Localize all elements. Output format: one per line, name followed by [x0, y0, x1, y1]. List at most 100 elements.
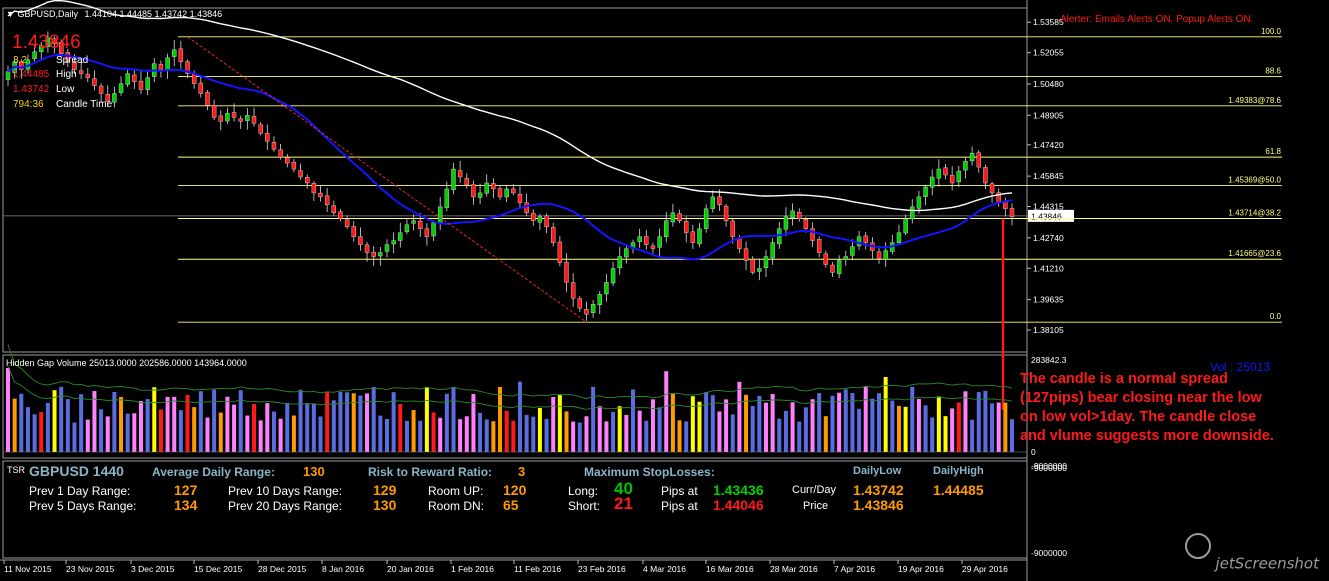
volume-bar — [670, 393, 675, 452]
volume-bar — [797, 421, 802, 452]
candle-time-value: 794:36 — [13, 99, 44, 110]
time-tick-label: 19 Apr 2016 — [898, 564, 944, 574]
bear-candle — [211, 104, 217, 118]
volume-bar — [617, 406, 622, 452]
volume-bar — [291, 415, 296, 452]
volume-bar — [271, 411, 276, 452]
bear-candle — [351, 226, 356, 237]
volume-bar — [311, 403, 316, 452]
prev20-label: Prev 20 Days Range: — [228, 499, 343, 513]
bear-candle — [823, 253, 829, 265]
bull-candle — [125, 73, 130, 85]
bull-candle — [451, 168, 456, 191]
volume-bar — [504, 410, 509, 452]
bear-candle — [457, 170, 463, 178]
high-value: 1.44485 — [13, 69, 50, 80]
bull-candle — [378, 252, 383, 257]
bear-candle — [511, 188, 516, 194]
volume-bar — [45, 402, 50, 452]
time-tick-label: 16 Mar 2016 — [706, 564, 754, 574]
bull-candle — [590, 304, 596, 314]
volume-bar — [790, 402, 795, 452]
volume-bar — [325, 391, 330, 452]
time-tick-label: 1 Feb 2016 — [451, 564, 494, 574]
volume-bar — [870, 398, 875, 452]
candle-time-row: 794:36 Candle Time — [13, 99, 112, 110]
bear-candle — [324, 195, 330, 206]
bear-candle — [132, 74, 137, 82]
fib-level-label: 88.6 — [1265, 67, 1281, 76]
bull-candle — [770, 242, 775, 259]
bull-candle — [398, 232, 403, 241]
bear-candle — [278, 149, 283, 158]
fib-level-label: 61.8 — [1265, 147, 1281, 156]
bear-candle — [677, 213, 682, 221]
prev1-label: Prev 1 Day Range: — [29, 484, 131, 498]
volume-bar — [803, 407, 808, 452]
bull-candle — [624, 248, 629, 258]
volume-bar — [750, 406, 755, 452]
volume-bar — [657, 407, 662, 452]
volume-bar — [511, 420, 516, 452]
volume-bar — [65, 399, 70, 452]
volume-max-label: 283842.3 — [1031, 355, 1067, 365]
volume-bar — [890, 400, 895, 452]
bear-candle — [344, 219, 350, 227]
volume-bar — [398, 404, 403, 452]
bear-candle — [371, 251, 376, 257]
bull-candle — [245, 115, 250, 121]
bear-candle — [551, 227, 556, 243]
volume-bar — [517, 381, 522, 452]
price-tick-label: 1.42740 — [1033, 233, 1064, 243]
bull-candle — [930, 176, 935, 188]
spread-row: 3.2 Spread — [13, 55, 88, 66]
adr-label: Average Daily Range: — [152, 465, 275, 479]
volume-bar — [404, 420, 409, 452]
time-tick-label: 23 Nov 2015 — [66, 564, 114, 574]
bear-candle — [683, 221, 689, 233]
bear-candle — [298, 170, 303, 178]
bull-candle — [617, 256, 622, 269]
volume-bar — [384, 419, 389, 452]
volume-bar — [305, 403, 310, 452]
tsr-symbol: GBPUSD 1440 — [29, 463, 124, 479]
volume-bar — [690, 396, 695, 452]
volume-bar — [318, 416, 323, 452]
price-tick-label: 1.45845 — [1033, 171, 1064, 181]
dropdown-arrow-icon[interactable]: ▼ — [6, 9, 15, 19]
bear-candle — [577, 298, 583, 309]
bull-candle — [790, 210, 795, 219]
volume-bar — [770, 393, 775, 452]
volume-bar — [238, 390, 243, 452]
room-dn-value: 65 — [503, 497, 519, 513]
volume-bar — [524, 414, 529, 452]
bull-candle — [896, 232, 902, 243]
volume-bar — [351, 393, 356, 452]
volume-bar — [1003, 402, 1008, 452]
volume-bar — [537, 408, 542, 452]
bear-candle — [517, 194, 523, 204]
bear-candle — [863, 235, 868, 243]
volume-bar — [278, 418, 283, 452]
bear-candle — [983, 167, 988, 184]
volume-bar — [710, 395, 715, 452]
volume-bar — [910, 386, 915, 452]
bear-candle — [1009, 208, 1015, 217]
bear-candle — [816, 239, 822, 253]
bear-candle — [198, 82, 204, 94]
volume-bar — [843, 389, 848, 452]
bear-candle — [331, 205, 337, 214]
bull-candle — [856, 236, 862, 247]
bull-candle — [850, 246, 855, 256]
volume-bar — [1010, 419, 1014, 452]
bear-candle — [98, 85, 104, 94]
bear-candle — [78, 70, 84, 74]
volume-bar — [85, 419, 90, 452]
volume-bar — [371, 386, 376, 452]
bull-candle — [437, 206, 443, 224]
bear-candle — [205, 91, 210, 106]
time-tick-label: 7 Apr 2016 — [834, 564, 875, 574]
spread-value: 3.2 — [13, 55, 27, 66]
bull-candle — [843, 256, 848, 260]
